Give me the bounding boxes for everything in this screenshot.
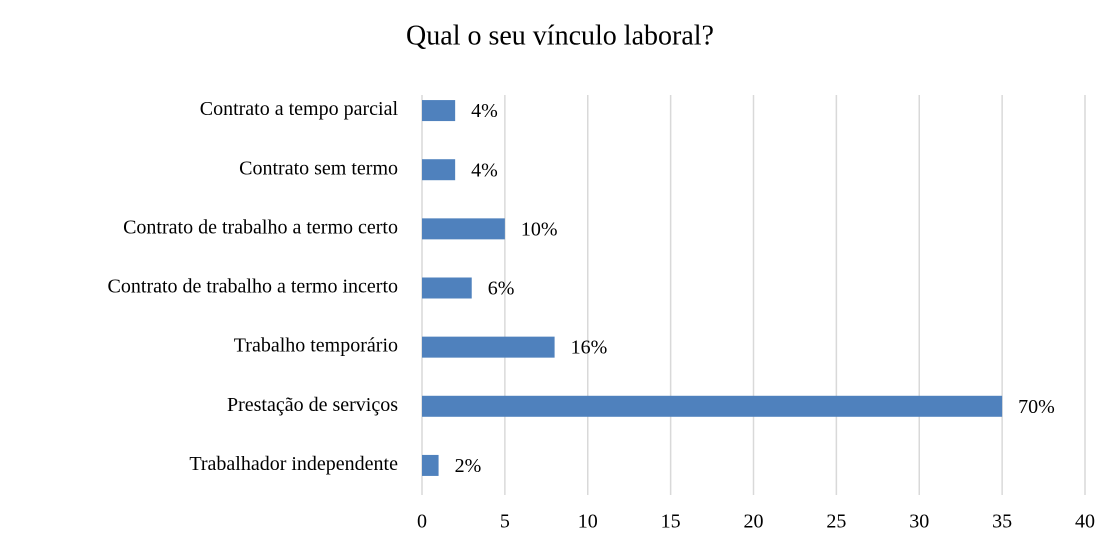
x-tick-label: 10 <box>578 511 598 533</box>
x-tick-label: 25 <box>826 511 846 533</box>
value-label: 10% <box>521 218 558 240</box>
x-tick-label: 40 <box>1075 511 1095 533</box>
bar <box>422 395 1003 417</box>
y-tick-label: Contrato sem termo <box>239 157 398 179</box>
value-label: 6% <box>488 278 515 300</box>
value-label: 2% <box>455 455 482 477</box>
bar <box>422 277 472 299</box>
value-label: 70% <box>1018 396 1055 418</box>
value-label: 4% <box>471 100 498 122</box>
y-tick-label: Contrato de trabalho a termo incerto <box>108 276 398 298</box>
y-tick-label: Trabalho temporário <box>234 335 398 357</box>
y-tick-label: Prestação de serviços <box>227 394 398 416</box>
x-tick-label: 35 <box>992 511 1012 533</box>
y-tick-label: Contrato a tempo parcial <box>200 98 399 120</box>
x-tick-label: 5 <box>500 511 510 533</box>
x-tick-label: 20 <box>744 511 764 533</box>
chart-title: Qual o seu vínculo laboral? <box>406 20 714 51</box>
bar <box>422 336 555 358</box>
y-tick-label: Trabalhador independente <box>189 453 398 475</box>
x-tick-label: 15 <box>661 511 681 533</box>
bar <box>422 218 505 240</box>
bar <box>422 100 456 122</box>
x-tick-label: 30 <box>909 511 929 533</box>
value-label: 16% <box>571 337 608 359</box>
bar <box>422 454 439 476</box>
y-tick-label: Contrato de trabalho a termo certo <box>123 216 398 238</box>
bar <box>422 159 456 181</box>
x-tick-label: 0 <box>417 511 427 533</box>
value-label: 4% <box>471 159 498 181</box>
